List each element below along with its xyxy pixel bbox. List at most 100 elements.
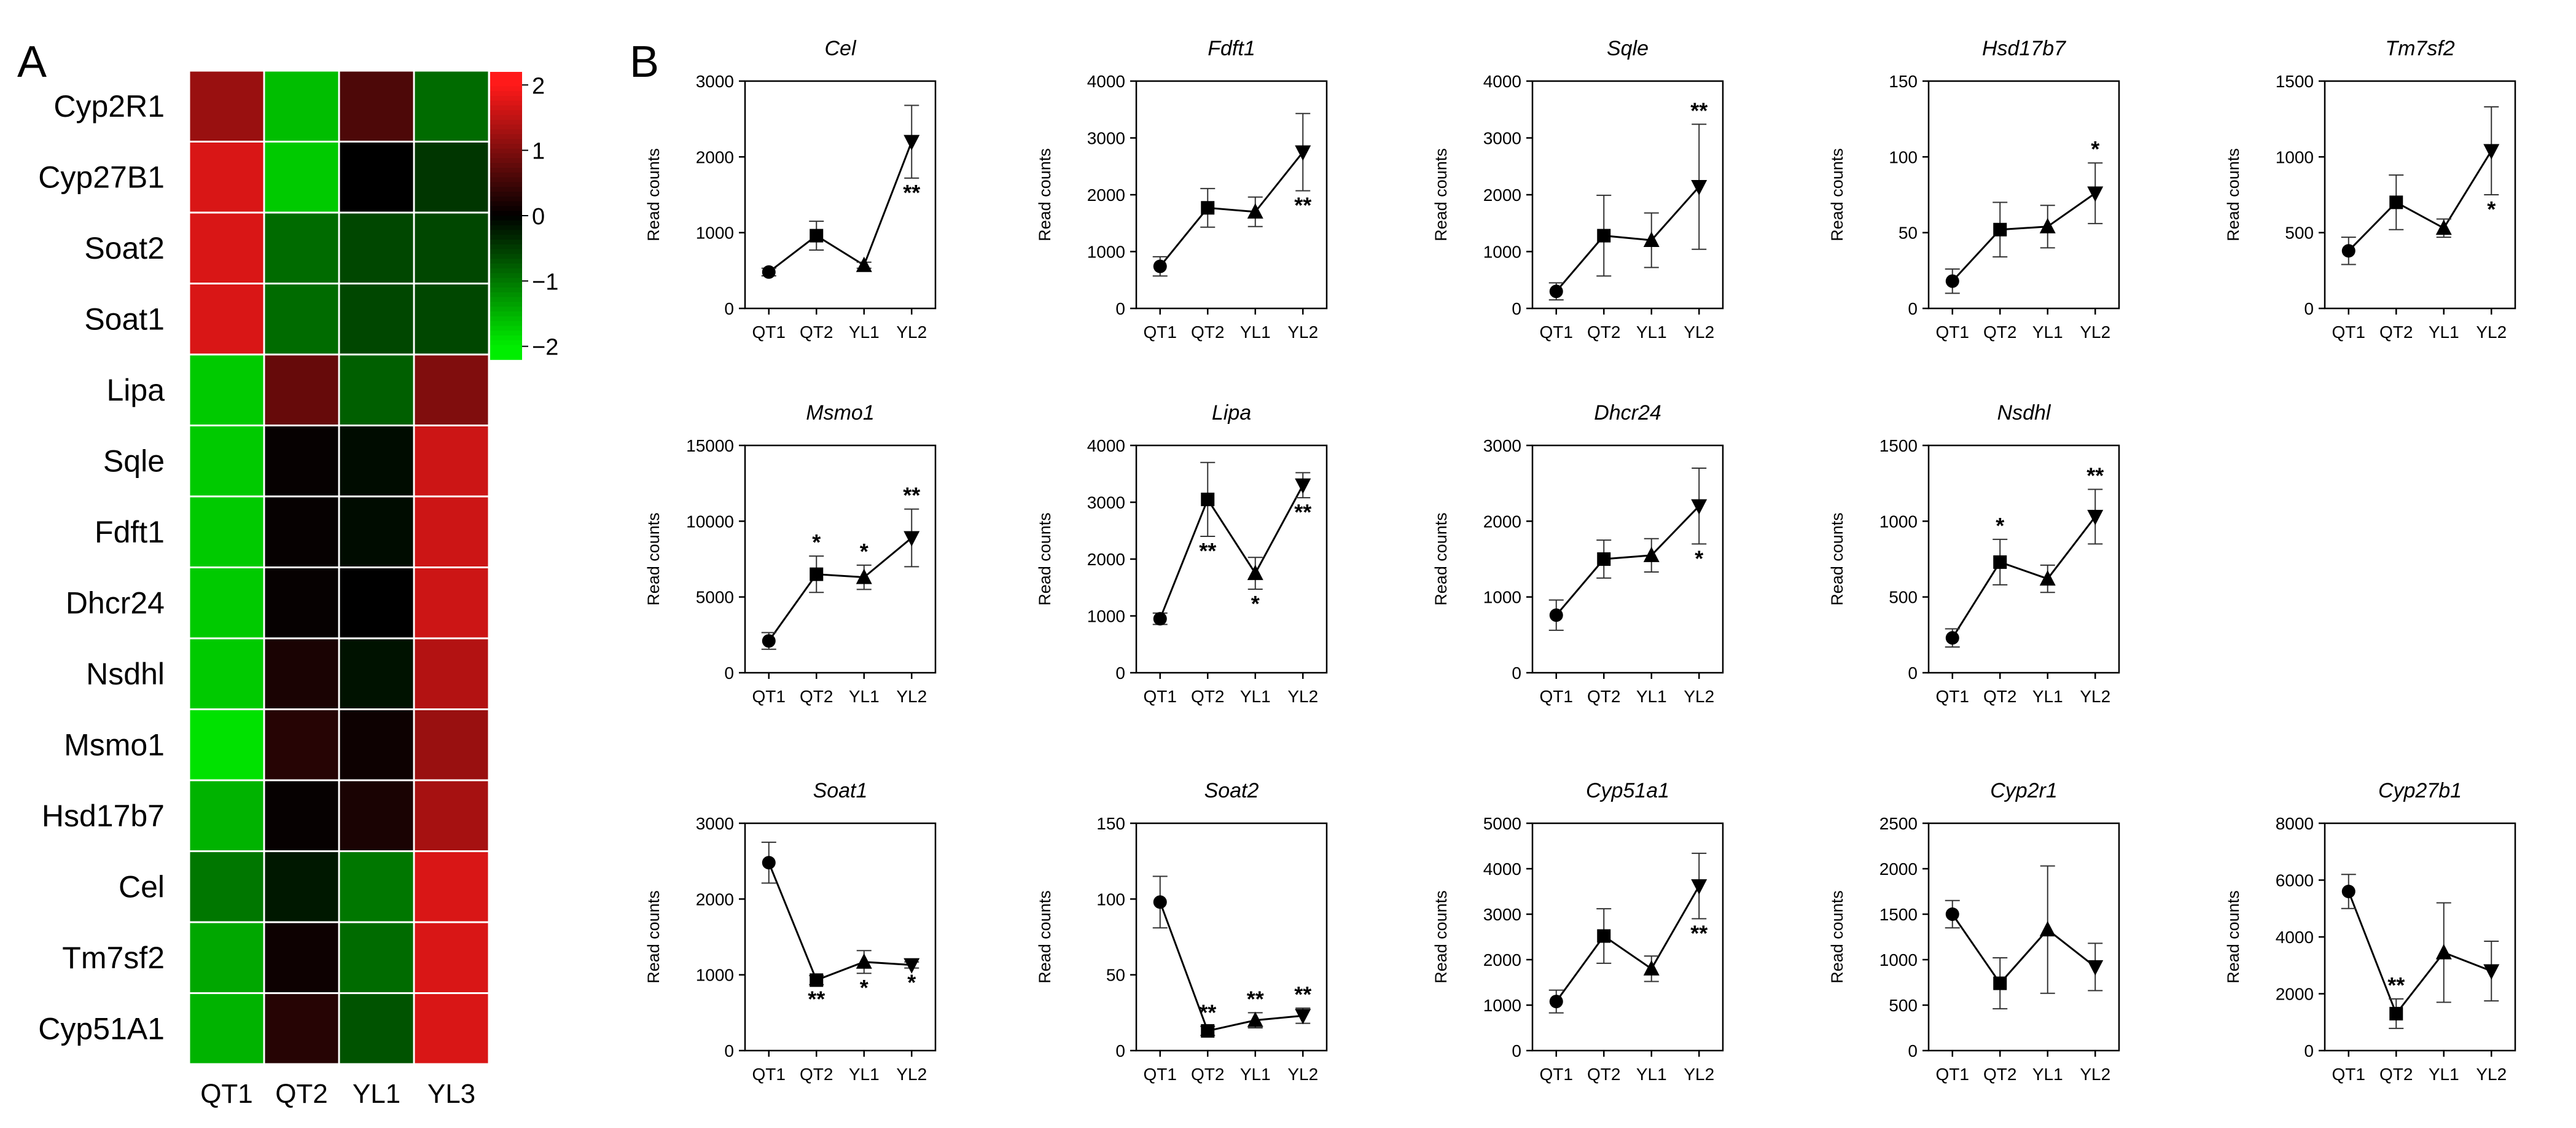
colorbar-segment <box>490 340 522 346</box>
y-axis-label: Read counts <box>1828 890 1846 984</box>
data-point <box>1549 995 1563 1009</box>
x-tick-label: YL1 <box>2429 1065 2459 1084</box>
x-tick-label: YL2 <box>2080 323 2110 342</box>
plot-frame <box>2324 80 2516 310</box>
x-tick-label: QT1 <box>752 1065 786 1084</box>
data-point <box>1945 631 1959 645</box>
data-point <box>2039 921 2056 937</box>
colorbar-segment <box>490 124 522 130</box>
data-point <box>1247 565 1263 581</box>
y-tick-label: 2000 <box>2276 985 2314 1004</box>
y-tick-label: 0 <box>1512 1041 1521 1060</box>
heatmap-row-label: Cel <box>119 869 165 904</box>
x-tick-label: QT2 <box>1587 1065 1620 1084</box>
heatmap-row-label: Cyp2R1 <box>53 89 165 123</box>
heatmap-cell <box>338 211 415 284</box>
y-tick-label: 2000 <box>1483 186 1521 205</box>
heatmap-cell <box>338 708 415 781</box>
data-point <box>1247 1011 1263 1027</box>
colorbar-segment <box>490 254 522 259</box>
colorbar-segment <box>490 182 522 187</box>
x-tick-label: QT1 <box>1936 323 1969 342</box>
series-line <box>1555 186 1700 292</box>
chart-title: Soat2 <box>1204 779 1259 802</box>
data-point <box>2087 960 2104 976</box>
y-tick-label: 50 <box>1899 224 1918 243</box>
data-point <box>1691 180 1708 196</box>
x-tick-label: QT1 <box>1540 323 1573 342</box>
x-tick-label: YL2 <box>2476 323 2507 342</box>
plot-frame <box>2324 822 2516 1052</box>
heatmap-cell <box>413 850 490 923</box>
x-tick-label: YL2 <box>896 1065 927 1084</box>
y-axis-label: Read counts <box>644 148 663 241</box>
heatmap-cell <box>263 353 340 426</box>
data-point <box>2435 944 2452 960</box>
x-tick-label: QT2 <box>2379 1065 2413 1084</box>
colorbar-segment <box>490 196 522 202</box>
series-line <box>2348 891 2492 1016</box>
x-tick-label: QT2 <box>2379 323 2413 342</box>
data-point <box>1295 478 1311 494</box>
line-chart-dhcr24: Dhcr24 Read counts 0 1000 2000 3000 QT1 QT2 YL1 Y… <box>1432 401 1724 706</box>
heatmap-cell <box>263 283 340 356</box>
colorbar-segment <box>490 216 522 221</box>
data-point <box>762 265 776 279</box>
panel-a-label: A <box>17 37 47 87</box>
data-point <box>1597 229 1611 243</box>
y-tick-label: 2000 <box>1087 550 1125 569</box>
heatmap-column-label: YL1 <box>353 1079 400 1109</box>
data-point <box>1993 222 2007 237</box>
heatmap-cell <box>413 69 490 143</box>
significance-label: ** <box>1294 193 1311 218</box>
data-point <box>2039 570 2056 586</box>
colorbar-tick-label: −2 <box>532 335 558 361</box>
colorbar-segment <box>490 81 522 87</box>
heatmap-cell <box>188 495 265 568</box>
heatmap-cell <box>188 637 265 710</box>
heatmap-cell <box>413 566 490 640</box>
heatmap-cell <box>338 637 415 710</box>
y-tick-label: 1000 <box>696 966 734 985</box>
y-tick-label: 2000 <box>696 890 734 909</box>
y-tick-label: 4000 <box>1483 72 1521 91</box>
significance-label: ** <box>1690 98 1708 123</box>
line-chart-cyp2r1: Cyp2r1 Read counts 0 500 1000 1500 2000 2500 QT1… <box>1828 779 2120 1084</box>
line-chart-cyp51a1: Cyp51a1 Read counts 0 1000 2000 3000 4000 5000 Q… <box>1432 779 1724 1084</box>
x-tick-label: YL1 <box>849 1065 880 1084</box>
x-tick-label: YL1 <box>2429 323 2459 342</box>
heatmap-cell <box>413 283 490 356</box>
plot-frame <box>1531 822 1724 1052</box>
plot-frame <box>1531 444 1724 674</box>
y-axis-label: Read counts <box>1828 512 1846 606</box>
x-tick-label: QT2 <box>1191 1065 1224 1084</box>
colorbar-segment <box>490 268 522 274</box>
heatmap-cell <box>413 779 490 852</box>
colorbar-segment <box>490 115 522 120</box>
y-tick-label: 10000 <box>686 512 734 531</box>
data-point <box>1247 203 1263 219</box>
x-tick-label: YL1 <box>1240 1065 1271 1084</box>
colorbar-segment <box>490 72 522 77</box>
data-point <box>856 953 872 969</box>
colorbar-segment <box>490 288 522 293</box>
x-tick-label: QT1 <box>1144 687 1177 706</box>
y-tick-label: 1000 <box>1087 243 1125 262</box>
x-tick-label: QT2 <box>1983 1065 2016 1084</box>
heatmap-cell <box>263 921 340 994</box>
chart-title: Soat1 <box>813 779 868 802</box>
colorbar-segment <box>490 148 522 154</box>
heatmap-cell <box>188 211 265 284</box>
data-point <box>1691 499 1708 515</box>
significance-label: ** <box>2086 463 2104 488</box>
heatmap-row-label: Hsd17b7 <box>42 799 165 833</box>
data-point <box>1201 492 1215 506</box>
x-tick-label: YL1 <box>849 323 880 342</box>
chart-title: Cel <box>824 37 856 60</box>
colorbar-segment <box>490 220 522 226</box>
heatmap-row-label: Sqle <box>103 444 165 478</box>
heatmap-cell <box>188 353 265 426</box>
x-tick-label: QT1 <box>752 323 786 342</box>
colorbar-segment <box>490 163 522 168</box>
